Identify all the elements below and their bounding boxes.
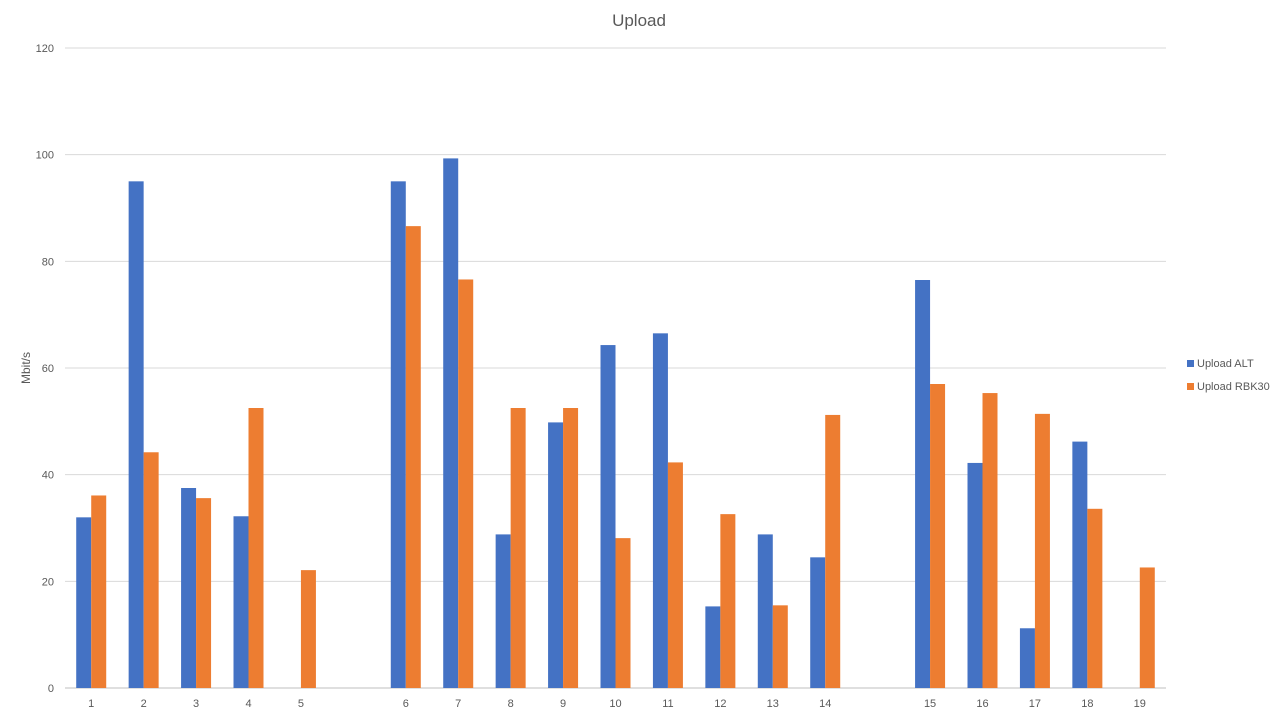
x-tick-label: 3 <box>193 698 199 710</box>
x-tick-label: 8 <box>508 698 514 710</box>
bar-upload-alt <box>181 488 197 688</box>
bar-upload-rbk30 <box>1034 413 1050 688</box>
y-axis-title: Mbit/s <box>19 352 33 384</box>
x-tick-label: 19 <box>1134 698 1146 710</box>
x-tick-label: 9 <box>560 698 566 710</box>
bar-upload-alt <box>233 516 249 688</box>
x-tick-label: 18 <box>1081 698 1093 710</box>
x-tick-label: 4 <box>245 698 251 710</box>
bar-upload-alt <box>128 181 144 689</box>
legend-label: Upload ALT <box>1197 358 1254 370</box>
bar-upload-rbk30 <box>300 570 316 688</box>
bar-upload-rbk30 <box>615 538 631 688</box>
x-tick-label: 15 <box>924 698 936 710</box>
bar-upload-alt <box>757 534 773 688</box>
bar-upload-alt <box>495 534 511 688</box>
bar-upload-rbk30 <box>458 279 474 688</box>
y-tick-label: 0 <box>48 683 54 695</box>
bar-upload-alt <box>390 181 406 689</box>
legend-swatch <box>1187 383 1194 390</box>
y-tick-label: 20 <box>42 576 54 588</box>
bars <box>76 158 1155 689</box>
y-tick-label: 100 <box>36 150 54 162</box>
bar-upload-rbk30 <box>982 393 998 688</box>
x-tick-label: 11 <box>662 698 673 710</box>
bar-upload-alt <box>1072 441 1088 688</box>
bar-upload-rbk30 <box>248 408 264 688</box>
y-tick-label: 120 <box>36 43 54 55</box>
x-tick-label: 6 <box>403 698 409 710</box>
bar-upload-rbk30 <box>1139 567 1155 688</box>
chart-title: Upload <box>612 11 666 30</box>
x-axis-ticks: 1 2 3 4 5 6 7 8 9 10 11 12 13 14 15 16 17 18 19 <box>88 698 1146 710</box>
legend: Upload ALT Upload RBK30 <box>1187 358 1270 393</box>
y-tick-label: 60 <box>42 363 54 375</box>
legend-swatch <box>1187 360 1194 367</box>
bar-upload-alt <box>443 158 459 688</box>
x-tick-label: 5 <box>298 698 304 710</box>
bar-upload-alt <box>967 462 983 688</box>
x-tick-label: 17 <box>1029 698 1041 710</box>
bar-upload-rbk30 <box>720 514 736 688</box>
bar-upload-alt <box>548 422 564 688</box>
bar-upload-rbk30 <box>563 408 579 688</box>
bar-upload-rbk30 <box>1087 508 1103 688</box>
bar-upload-rbk30 <box>91 495 107 688</box>
x-tick-label: 12 <box>714 698 726 710</box>
bar-upload-rbk30 <box>772 605 788 688</box>
bar-upload-rbk30 <box>825 414 841 688</box>
y-axis-ticks: 0 20 40 60 80 100 120 <box>36 43 54 695</box>
x-tick-label: 13 <box>767 698 779 710</box>
bar-upload-alt <box>1019 628 1035 688</box>
legend-label: Upload RBK30 <box>1197 381 1270 393</box>
y-tick-label: 80 <box>42 256 54 268</box>
bar-upload-rbk30 <box>196 498 212 688</box>
bar-upload-rbk30 <box>143 452 159 688</box>
x-tick-label: 7 <box>455 698 461 710</box>
bar-upload-alt <box>652 333 668 688</box>
bar-upload-alt <box>810 557 826 688</box>
y-tick-label: 40 <box>42 470 54 482</box>
bar-upload-rbk30 <box>667 462 683 688</box>
x-tick-label: 2 <box>141 698 147 710</box>
bar-upload-alt <box>915 280 931 688</box>
x-tick-label: 10 <box>609 698 621 710</box>
bar-upload-rbk30 <box>510 408 526 688</box>
bar-upload-alt <box>76 517 92 688</box>
bar-upload-alt <box>705 606 721 688</box>
x-tick-label: 1 <box>88 698 94 710</box>
bar-upload-rbk30 <box>405 226 421 688</box>
x-tick-label: 16 <box>976 698 988 710</box>
bar-upload-rbk30 <box>930 384 946 688</box>
bar-upload-alt <box>600 345 616 688</box>
x-tick-label: 14 <box>819 698 831 710</box>
